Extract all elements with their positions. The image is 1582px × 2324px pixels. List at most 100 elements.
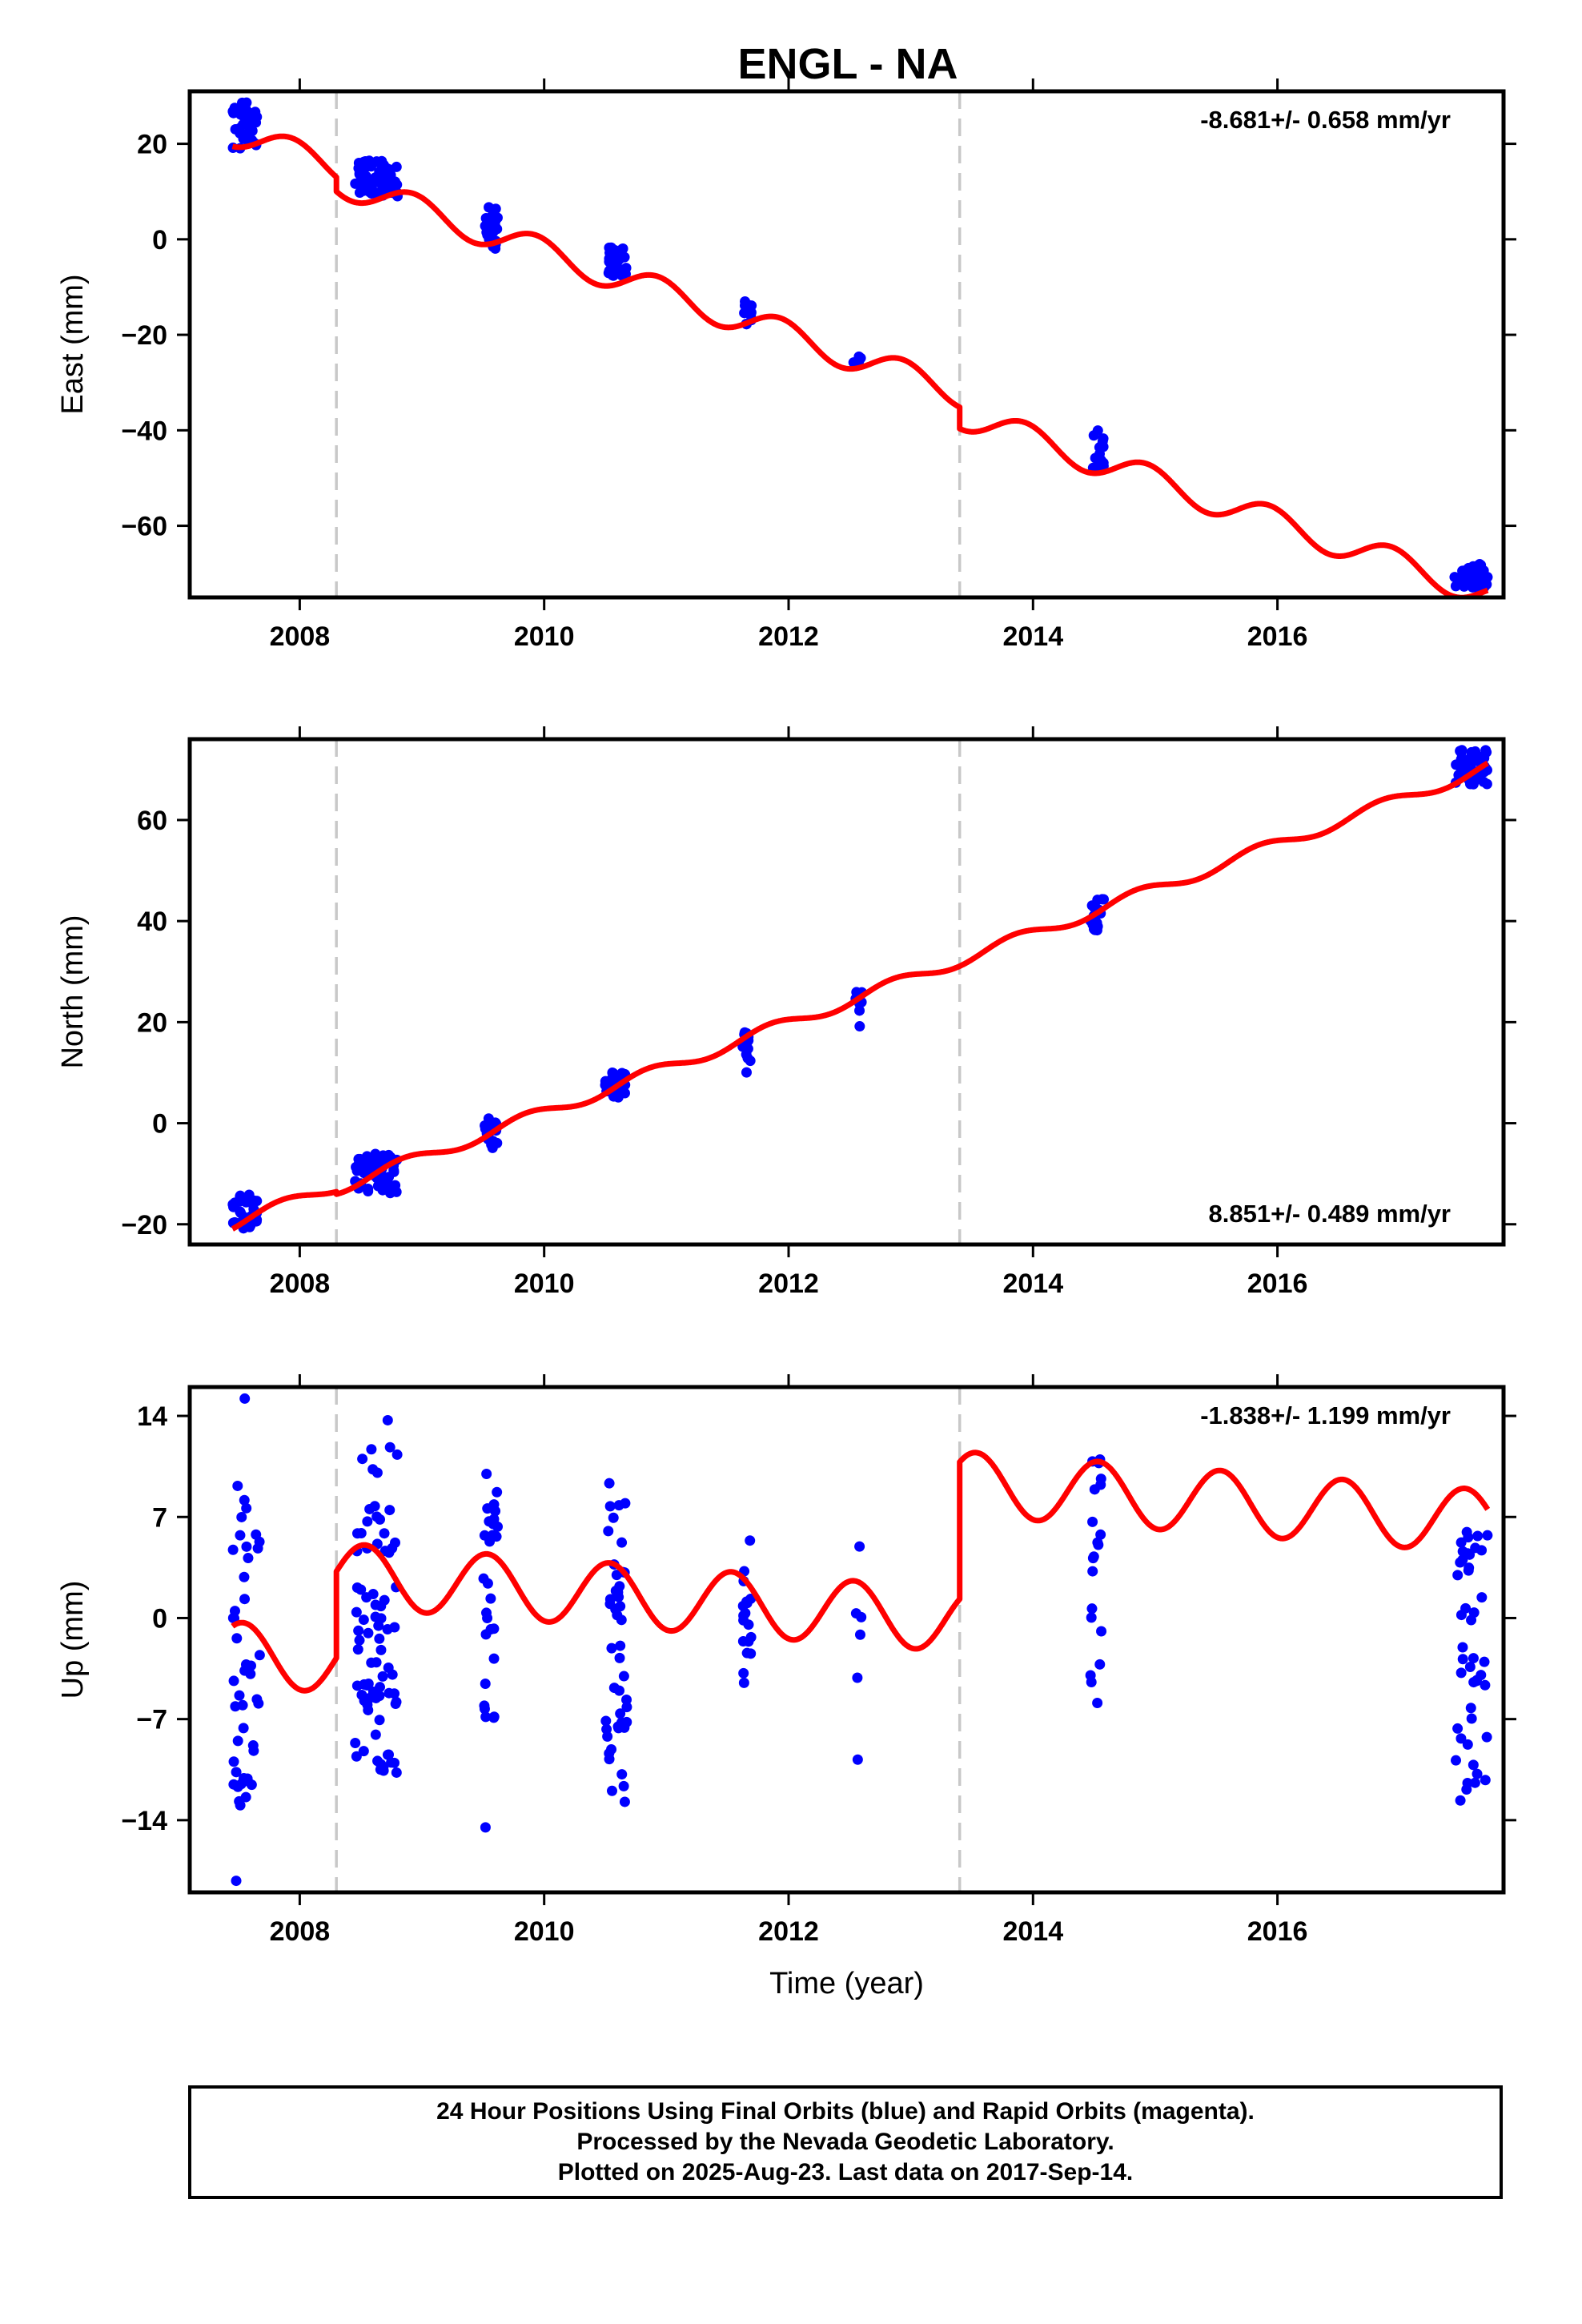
up-model-curve — [230, 1449, 1491, 1694]
up-data-point — [1476, 1545, 1488, 1556]
east-data-point — [1088, 430, 1099, 441]
east-panel: 2008 2010 2012 2014 2016 20 0 −20 −40 −60 East (mm… — [56, 78, 1516, 652]
north-xtick-label: 2014 — [1002, 1269, 1063, 1299]
north-model-curve — [230, 760, 1490, 1232]
up-data-point — [350, 1738, 361, 1749]
up-data-point — [369, 1501, 380, 1512]
north-ytick-label: −20 — [121, 1210, 167, 1240]
east-ytick-label: −20 — [121, 320, 167, 351]
up-data-point — [612, 1610, 623, 1621]
up-data-point — [1468, 1653, 1479, 1664]
north-ytick-label: 40 — [137, 907, 167, 937]
up-data-point — [367, 1464, 379, 1475]
east-model-curve — [230, 133, 1490, 597]
up-data-point — [492, 1486, 503, 1498]
east-xtick-label: 2010 — [514, 621, 575, 652]
up-data-point — [1462, 1548, 1473, 1559]
up-data-point — [228, 1756, 239, 1767]
north-data-point — [361, 1151, 372, 1162]
up-data-point — [1469, 1777, 1480, 1788]
up-data-point — [253, 1698, 264, 1709]
north-data-point — [1091, 925, 1102, 936]
east-xtick-label: 2012 — [758, 621, 819, 652]
up-xtick-label: 2012 — [758, 1916, 819, 1947]
up-data-point — [604, 1501, 616, 1512]
up-ytick-label: 14 — [137, 1401, 167, 1432]
up-data-point — [239, 1594, 251, 1605]
up-xtick-label: 2008 — [270, 1916, 331, 1947]
east-data-point — [355, 166, 366, 177]
north-xtick-label: 2008 — [270, 1269, 331, 1299]
up-data-point — [227, 1544, 239, 1555]
up-data-point — [604, 1478, 615, 1489]
east-ytick-label: 0 — [152, 225, 167, 255]
east-data-point — [1450, 581, 1461, 592]
up-data-point — [366, 1444, 377, 1455]
up-data-point — [481, 1468, 492, 1479]
up-data-point — [1457, 1654, 1468, 1665]
east-data-point — [236, 102, 247, 113]
east-data-point — [366, 188, 377, 199]
up-data-point — [391, 1449, 403, 1460]
east-data-point — [1090, 452, 1101, 464]
up-data-point — [738, 1677, 749, 1688]
up-data-point — [245, 1668, 256, 1679]
up-data-point — [1451, 1755, 1462, 1766]
north-data-point — [1478, 776, 1489, 787]
up-data-point — [1092, 1698, 1103, 1709]
up-data-point — [738, 1667, 749, 1679]
up-data-point — [390, 1699, 401, 1710]
up-data-point — [254, 1536, 265, 1547]
up-data-point — [482, 1503, 493, 1514]
up-data-point — [1464, 1661, 1476, 1672]
up-data-point — [741, 1596, 752, 1607]
up-data-point — [238, 1723, 249, 1734]
up-data-point — [248, 1745, 259, 1756]
up-data-point — [375, 1514, 386, 1525]
up-data-point — [614, 1685, 625, 1696]
east-xtick-label: 2014 — [1002, 621, 1063, 652]
up-data-point — [383, 1663, 394, 1674]
east-data-point — [240, 131, 251, 143]
north-data-point — [610, 1072, 621, 1083]
up-data-point — [375, 1759, 387, 1770]
east-ylabel: East (mm) — [56, 274, 90, 414]
north-data-point — [1468, 778, 1479, 790]
up-data-point — [383, 1749, 394, 1760]
up-data-point — [1093, 1539, 1104, 1550]
up-data-point — [234, 1795, 245, 1807]
north-data-point — [227, 1199, 239, 1210]
up-data-point — [1087, 1516, 1098, 1527]
up-data-point — [1085, 1670, 1096, 1681]
up-data-point — [362, 1516, 373, 1527]
up-data-point — [370, 1729, 381, 1740]
up-data-point — [480, 1679, 491, 1690]
up-xtick-label: 2014 — [1002, 1916, 1063, 1947]
up-data-point — [235, 1530, 246, 1541]
up-data-point — [374, 1715, 385, 1726]
east-data-point — [608, 252, 620, 263]
east-data-point — [375, 176, 386, 187]
east-data-point — [1097, 436, 1108, 447]
footer-line-3: Plotted on 2025-Aug-23. Last data on 201… — [557, 2159, 1134, 2185]
up-data-point — [1456, 1610, 1467, 1621]
north-data-point — [742, 1052, 753, 1063]
up-data-point — [1480, 1679, 1491, 1691]
up-data-point — [354, 1634, 365, 1646]
north-plot-area — [227, 739, 1492, 1244]
up-data-point — [228, 1675, 239, 1687]
up-data-point — [241, 1502, 252, 1514]
up-data-point — [254, 1650, 265, 1661]
up-plot-area — [227, 1387, 1493, 1892]
north-data-point — [390, 1180, 401, 1191]
up-data-point — [485, 1624, 496, 1635]
east-data-point — [375, 186, 387, 197]
up-data-point — [1468, 1607, 1480, 1618]
up-data-point — [610, 1585, 621, 1596]
up-data-point — [1482, 1530, 1493, 1541]
north-ytick-label: 0 — [152, 1109, 167, 1140]
up-panel: 2008 2010 2012 2014 2016 14 7 0 −7 −14 Up (mm) -1.8… — [56, 1374, 1516, 2000]
up-data-point — [485, 1593, 496, 1604]
up-data-point — [488, 1653, 500, 1664]
